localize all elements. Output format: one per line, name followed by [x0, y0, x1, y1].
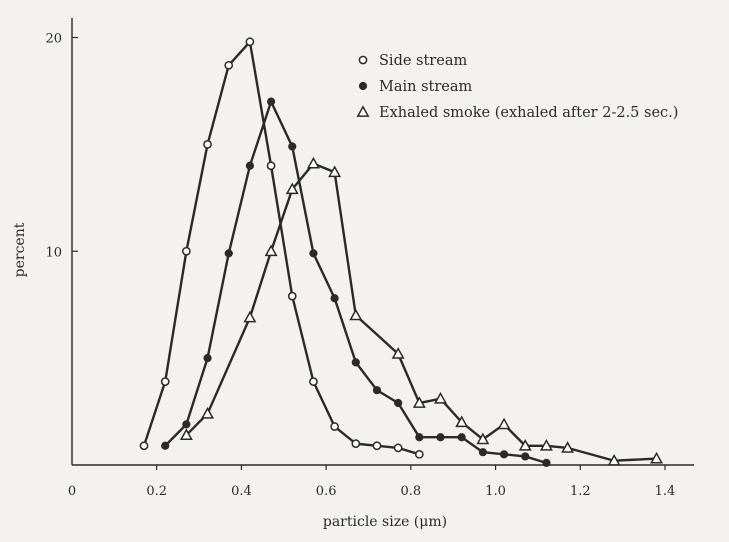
- data-point: [330, 422, 339, 431]
- data-point: [414, 449, 424, 459]
- data-point: [561, 441, 575, 453]
- data-point: [203, 354, 212, 363]
- y-tick-label: 20: [45, 32, 62, 47]
- x-tick-label: 0.6: [316, 484, 337, 499]
- x-tick-label: 0.8: [401, 484, 422, 499]
- data-point: [539, 439, 553, 451]
- data-point: [224, 60, 234, 70]
- data-point: [160, 377, 170, 386]
- data-point: [285, 182, 299, 195]
- data-point: [266, 97, 276, 106]
- x-tick-label: 0: [68, 484, 76, 499]
- data-point: [351, 439, 361, 448]
- legend-marker: [356, 105, 370, 117]
- data-point: [224, 249, 233, 258]
- legend: Side stream Main stream Exhaled smoke (exh…: [356, 53, 678, 121]
- data-point: [328, 165, 342, 178]
- series-line: [185, 162, 657, 462]
- data-point: [372, 441, 382, 451]
- data-point: [650, 451, 664, 464]
- data-point: [330, 294, 339, 303]
- data-point: [309, 377, 318, 386]
- data-point: [306, 156, 320, 169]
- data-point: [179, 428, 193, 440]
- data-point: [351, 358, 360, 367]
- x-tick-label: 0.4: [231, 484, 252, 499]
- x-tick-label: 1.2: [570, 484, 591, 499]
- x-tick-label: 1.0: [485, 484, 506, 499]
- data-point: [394, 398, 403, 408]
- legend-marker: [358, 81, 368, 91]
- series-3: [179, 156, 664, 466]
- series-2: [161, 97, 551, 467]
- data-point: [287, 291, 297, 301]
- data-point: [478, 448, 487, 457]
- data-point: [182, 246, 191, 256]
- data-point: [203, 140, 212, 149]
- data-point: [499, 450, 509, 459]
- data-point: [521, 452, 530, 461]
- data-point: [245, 37, 255, 47]
- series-line: [164, 100, 547, 465]
- data-point: [434, 391, 447, 404]
- legend-label: Side stream: [379, 53, 467, 69]
- data-point: [415, 433, 424, 442]
- legend-label: Exhaled smoke (exhaled after 2-2.5 sec.): [379, 105, 678, 121]
- data-point: [497, 417, 511, 430]
- y-tick-label: 10: [45, 245, 62, 260]
- data-point: [182, 420, 191, 429]
- x-ticks: 0 0.2 0.4 0.6 0.8 1.0 1.2 1.4: [68, 465, 675, 499]
- data-point: [372, 386, 382, 395]
- y-axis-title: percent: [12, 222, 28, 277]
- data-point: [266, 161, 276, 171]
- data-point: [518, 439, 532, 451]
- data-point: [139, 441, 149, 451]
- x-axis-title: particle size (μm): [323, 514, 447, 530]
- data-point: [436, 433, 445, 442]
- axes: [71, 18, 694, 466]
- data-point: [161, 441, 170, 450]
- data-point: [542, 458, 551, 467]
- data-point: [393, 443, 403, 453]
- data-point: [201, 406, 215, 419]
- data-point: [476, 432, 490, 445]
- series-layer: [139, 37, 664, 467]
- data-point: [455, 415, 469, 428]
- x-tick-label: 0.2: [146, 484, 167, 499]
- data-point: [457, 433, 466, 442]
- data-point: [245, 161, 254, 170]
- x-tick-label: 1.4: [655, 484, 676, 499]
- data-point: [391, 347, 405, 359]
- data-point: [349, 308, 363, 321]
- y-ticks: 10 20: [45, 32, 78, 260]
- legend-marker: [358, 55, 368, 65]
- data-point: [264, 244, 278, 257]
- data-point: [412, 396, 426, 408]
- legend-label: Main stream: [379, 79, 473, 95]
- data-point: [607, 453, 621, 466]
- data-point: [243, 310, 257, 323]
- data-point: [309, 249, 318, 258]
- series-1: [139, 37, 424, 459]
- data-point: [288, 142, 297, 151]
